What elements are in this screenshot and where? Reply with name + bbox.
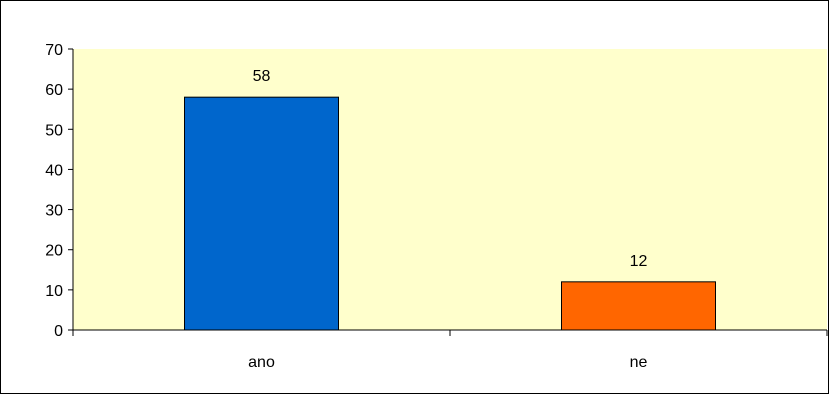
- category-label-ne: ne: [630, 354, 648, 371]
- y-tick-label: 10: [45, 283, 63, 300]
- bar-ne: [561, 281, 716, 331]
- category-label-ano: ano: [248, 354, 275, 371]
- y-tick-label: 60: [45, 82, 63, 99]
- y-tick-label: 30: [45, 203, 63, 220]
- y-tick-label: 20: [45, 243, 63, 260]
- y-tick-label: 70: [45, 42, 63, 59]
- bar-ano: [184, 96, 339, 331]
- y-tick-label: 50: [45, 122, 63, 139]
- y-tick-label: 0: [54, 323, 63, 340]
- data-label-ne: 12: [630, 253, 648, 270]
- data-label-ano: 58: [253, 68, 271, 85]
- y-tick-label: 40: [45, 162, 63, 179]
- labels: 0 10 20 30 40 50 60 70 58 ano 12 ne: [45, 42, 647, 371]
- bars: [184, 96, 716, 331]
